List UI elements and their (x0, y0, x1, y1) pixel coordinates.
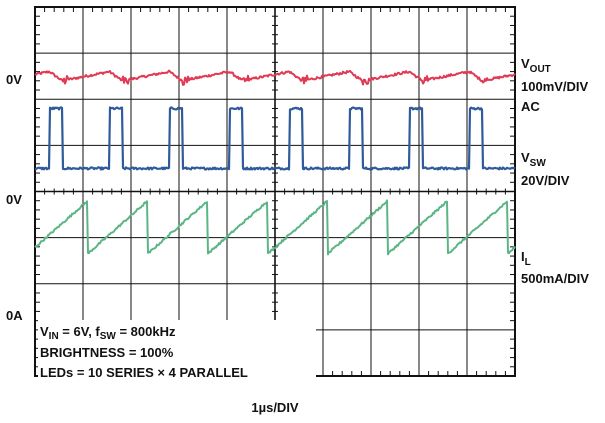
trace-vsw (34, 106, 516, 171)
test-condition-leds: LEDs = 10 SERIES × 4 PARALLEL (40, 365, 248, 380)
test-conditions-box (38, 320, 316, 390)
scale-label-vout: 100mV/DIV (521, 79, 589, 94)
test-condition-brightness: BRIGHTNESS = 100% (40, 345, 174, 360)
test-condition-input: VIN = 6V, fSW = 800kHz (40, 324, 176, 342)
channel-label-il: IL (521, 249, 531, 268)
x-axis-label: 1µs/DIV (251, 400, 299, 415)
ground-label-vsw: 0V (6, 192, 22, 207)
coupling-label-vout: AC (521, 99, 540, 114)
grid (35, 7, 515, 376)
trace-il (34, 199, 516, 256)
ground-label-vout: 0V (6, 72, 22, 87)
ground-label-il: 0A (6, 308, 23, 323)
scale-label-vsw: 20V/DIV (521, 173, 570, 188)
channel-label-vout: VOUT (521, 56, 551, 75)
scale-label-il: 500mA/DIV (521, 271, 589, 286)
traces (34, 69, 516, 256)
channel-label-vsw: VSW (521, 150, 546, 169)
trace-vout (34, 69, 516, 86)
